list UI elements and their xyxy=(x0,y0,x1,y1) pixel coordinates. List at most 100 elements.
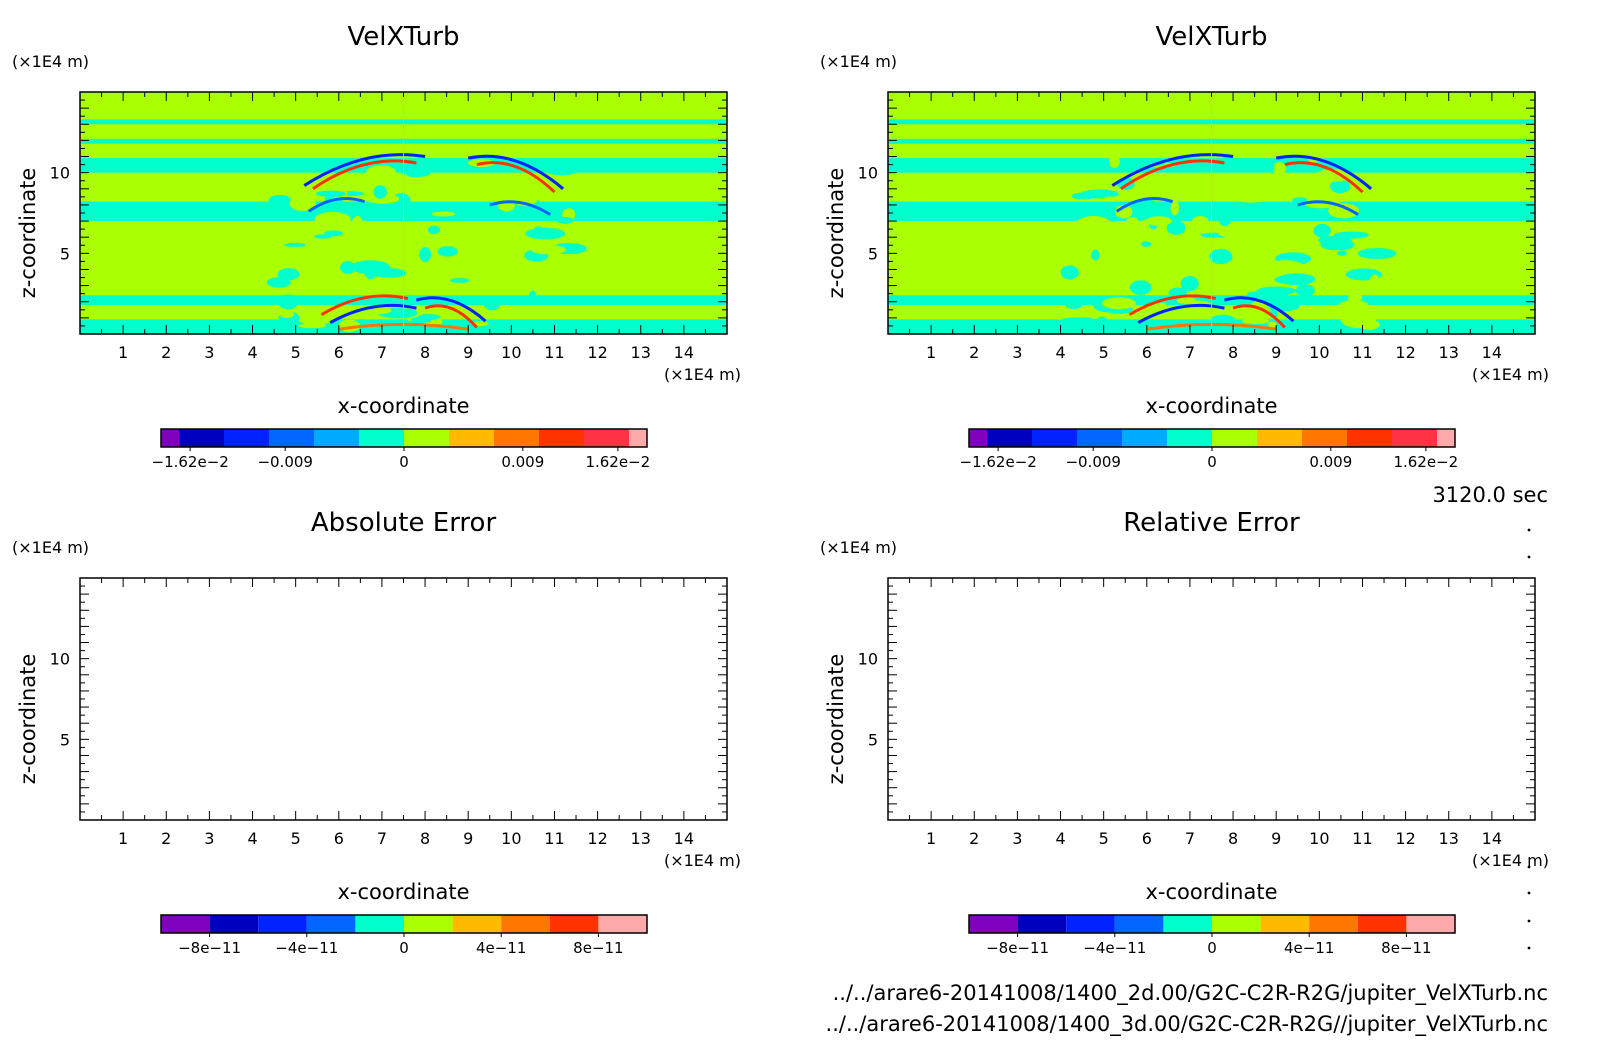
field-patch xyxy=(544,308,564,314)
colorbar-swatch xyxy=(1212,915,1261,933)
field-patch xyxy=(373,185,387,199)
field-patch xyxy=(1141,241,1152,247)
margin-dot xyxy=(1527,528,1531,532)
colorbar-swatch xyxy=(1437,429,1455,447)
chart-panel: Absolute Error(×1E4 m)1 2 3 4 5 6 7 8 9 10 11 12 13 1… xyxy=(12,508,741,957)
y-unit-label: (×1E4 m) xyxy=(12,538,89,557)
y-tick-label: 10 xyxy=(50,164,70,183)
field-patch xyxy=(427,225,440,235)
x-tick-label: 3 xyxy=(1012,343,1022,362)
x-unit-label: (×1E4 m) xyxy=(1472,851,1549,870)
colorbar-swatch xyxy=(404,429,449,447)
x-tick-label: 9 xyxy=(463,343,473,362)
x-tick-label: 7 xyxy=(377,343,387,362)
field-patch xyxy=(1209,248,1233,265)
x-tick-label: 10 xyxy=(501,343,521,362)
x-tick-label: 13 xyxy=(1439,829,1459,848)
x-axis-label: x-coordinate xyxy=(337,394,469,418)
colorbar-tick-label: 1.62e−2 xyxy=(1393,453,1458,471)
x-axis-label: x-coordinate xyxy=(1145,880,1277,904)
margin-dot xyxy=(1527,555,1531,559)
field-patch xyxy=(1109,154,1120,169)
wave-front xyxy=(312,159,417,191)
field-patch xyxy=(278,294,299,310)
field-patch xyxy=(249,260,277,270)
x-axis-label: x-coordinate xyxy=(1145,394,1277,418)
field-patch xyxy=(1328,203,1360,219)
field-patch xyxy=(398,174,410,185)
field-patch xyxy=(407,227,420,235)
field-patch xyxy=(528,290,537,305)
colorbar-swatch xyxy=(1302,429,1347,447)
field-shading xyxy=(888,92,1535,334)
field-patch xyxy=(344,279,370,291)
y-tick-label: 10 xyxy=(858,164,878,183)
colorbar-tick-label: 0 xyxy=(399,453,409,471)
field-patch xyxy=(479,230,505,243)
x-tick-label: 2 xyxy=(969,829,979,848)
colorbar-swatch xyxy=(179,429,224,447)
margin-dot xyxy=(1527,865,1531,869)
field-patch xyxy=(1338,300,1369,313)
colorbar-swatch xyxy=(1357,915,1407,933)
x-tick-label: 5 xyxy=(1099,343,1109,362)
field-patch xyxy=(1358,319,1380,330)
field-patch xyxy=(1348,292,1363,303)
y-tick-label: 5 xyxy=(60,244,70,263)
colorbar-swatch xyxy=(969,429,987,447)
field-patch xyxy=(1101,297,1136,310)
x-tick-label: 10 xyxy=(1309,829,1329,848)
field-patch xyxy=(1076,216,1111,232)
x-tick-label: 6 xyxy=(1142,829,1152,848)
field-patch xyxy=(1230,187,1270,203)
wave-front xyxy=(307,197,366,213)
field-patch xyxy=(1316,168,1351,182)
colorbar-tick-label: 0 xyxy=(399,939,409,957)
y-tick-label: 5 xyxy=(60,730,70,749)
x-tick-label: 9 xyxy=(1271,829,1281,848)
colorbar-tick-label: 8e−11 xyxy=(1381,939,1431,957)
field-patch xyxy=(1059,317,1098,325)
field-patch xyxy=(281,187,319,196)
x-tick-label: 4 xyxy=(247,829,257,848)
x-tick-label: 1 xyxy=(118,343,128,362)
field-patch xyxy=(449,278,470,284)
field-patch xyxy=(289,195,317,212)
field-patch xyxy=(1295,284,1315,297)
x-tick-label: 7 xyxy=(1185,829,1195,848)
x-tick-label: 1 xyxy=(926,343,936,362)
field-patch xyxy=(1071,192,1096,200)
colorbar-swatch xyxy=(161,429,179,447)
wave-front xyxy=(1275,154,1373,190)
x-tick-label: 12 xyxy=(1395,829,1415,848)
colorbar-tick-label: 0.009 xyxy=(1309,453,1352,471)
field-patch xyxy=(1357,248,1397,260)
x-tick-label: 7 xyxy=(377,829,387,848)
x-unit-label: (×1E4 m) xyxy=(664,851,741,870)
x-tick-label: 14 xyxy=(674,829,694,848)
x-tick-label: 3 xyxy=(1012,829,1022,848)
x-tick-label: 8 xyxy=(420,829,430,848)
colorbar-swatch xyxy=(355,915,404,933)
wave-front xyxy=(1137,303,1225,325)
field-shading xyxy=(80,92,727,334)
field-patch xyxy=(1320,239,1355,251)
colorbar-swatch xyxy=(209,915,259,933)
y-axis-label: z-coordinate xyxy=(16,654,40,785)
wave-front xyxy=(320,294,409,316)
colorbar-swatch xyxy=(161,915,210,933)
wave-front xyxy=(329,303,417,325)
wave-front xyxy=(303,153,426,187)
x-tick-label: 13 xyxy=(631,343,651,362)
y-unit-label: (×1E4 m) xyxy=(12,52,89,71)
field-patch xyxy=(1329,179,1351,194)
colorbar: −1.62e−2 −0.009 0 0.009 1.62e−2 xyxy=(960,428,1458,471)
field-patch xyxy=(314,211,351,228)
field-patch xyxy=(529,264,545,272)
field-patch xyxy=(1094,316,1109,330)
x-tick-label: 12 xyxy=(1395,343,1415,362)
field-patch xyxy=(557,217,573,224)
field-patch xyxy=(1274,274,1315,285)
chart-title: Absolute Error xyxy=(311,508,497,538)
wave-front xyxy=(1232,304,1286,329)
